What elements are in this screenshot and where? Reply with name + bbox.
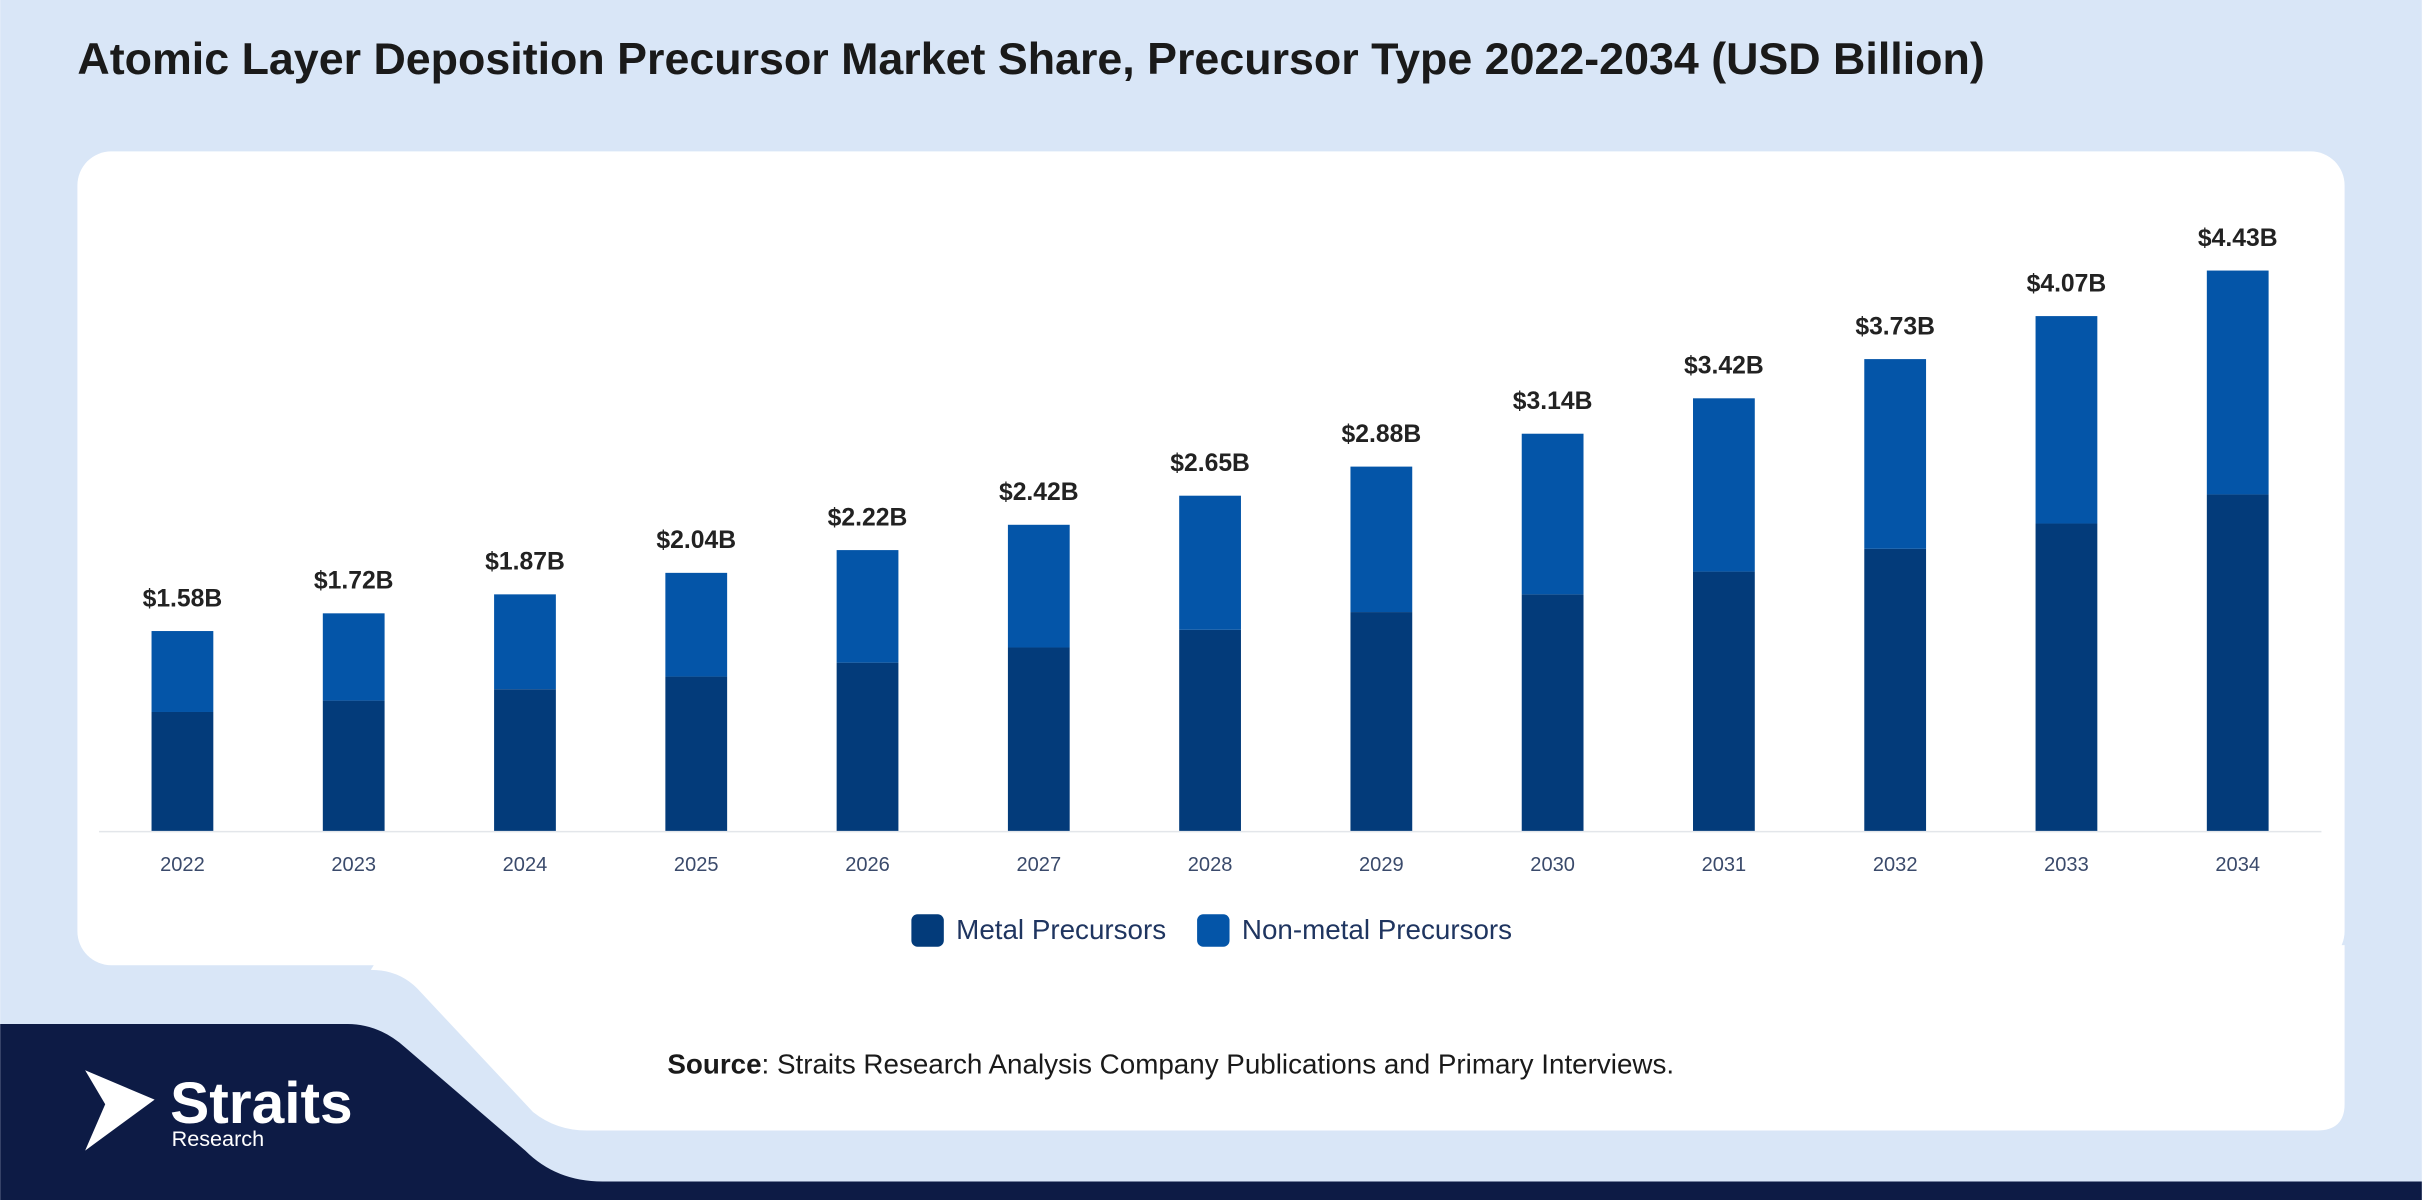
x-tick-label: 2034 <box>2215 854 2260 876</box>
brand: Straits <box>170 1071 353 1136</box>
bar-segment <box>2035 316 2098 524</box>
x-tick-label: 2023 <box>331 854 376 876</box>
bar-segment <box>1521 433 1584 595</box>
total-label: $2.88B <box>1342 421 1422 448</box>
x-tick-label: 2025 <box>674 854 719 876</box>
bar-segment <box>494 689 556 831</box>
bar-segment <box>1350 466 1413 613</box>
footer-band <box>0 1023 2422 1200</box>
x-tick-label: 2030 <box>1530 854 1575 876</box>
bar-segment <box>1521 594 1584 831</box>
x-tick-label: 2029 <box>1359 854 1404 876</box>
brand-sub: Research <box>172 1126 264 1151</box>
x-tick-label: 2028 <box>1188 854 1233 876</box>
total-label: $3.73B <box>1855 313 1935 340</box>
total-label: $3.14B <box>1513 388 1593 415</box>
x-tick-label: 2024 <box>503 854 548 876</box>
legend: Metal Precursors Non-metal Precursors <box>911 914 1512 947</box>
bar-segment <box>151 631 214 712</box>
bar-segment <box>1693 398 1755 572</box>
bar-segment <box>1179 495 1241 630</box>
total-label: $2.22B <box>828 504 908 531</box>
total-label: $1.72B <box>314 568 394 595</box>
x-tick-label: 2027 <box>1016 854 1061 876</box>
source-panel <box>370 945 2345 1131</box>
bar-segment <box>2206 270 2269 495</box>
bar-segment <box>1007 647 1070 831</box>
legend-label: Non-metal Precursors <box>1242 914 1512 945</box>
bar-segment <box>2035 523 2098 831</box>
total-label: $1.87B <box>485 549 565 576</box>
bar-segment <box>665 676 728 831</box>
bar-segment <box>494 594 556 690</box>
legend-swatch <box>1197 914 1230 947</box>
bar-segment <box>665 572 728 677</box>
x-tick-label: 2031 <box>1702 854 1747 876</box>
bar-segment <box>836 550 899 663</box>
x-tick-label: 2033 <box>2044 854 2089 876</box>
total-label: $2.65B <box>1170 450 1250 477</box>
legend-swatch <box>911 914 944 947</box>
source-text: : Straits Research Analysis Company Publ… <box>762 1048 1675 1079</box>
total-label: $2.04B <box>656 527 736 554</box>
bar-segment <box>151 711 214 831</box>
chart-title: Atomic Layer Deposition Precursor Market… <box>77 34 1984 84</box>
total-label: $1.58B <box>143 585 223 612</box>
source-label: Source <box>667 1048 761 1079</box>
bar-segment <box>1864 359 1927 549</box>
x-tick-label: 2022 <box>160 854 205 876</box>
bar-segment <box>836 662 899 831</box>
legend-label: Metal Precursors <box>956 914 1166 945</box>
total-label: $3.42B <box>1684 353 1764 380</box>
bar-segment <box>1350 612 1413 831</box>
bar-segment <box>1007 524 1070 648</box>
source: Source: Straits Research Analysis Compan… <box>667 1048 1674 1079</box>
bar-segment <box>1693 571 1755 831</box>
bar-segment <box>322 613 385 701</box>
x-tick-label: 2032 <box>1873 854 1918 876</box>
total-label: $4.43B <box>2198 225 2278 252</box>
bar-segment <box>322 700 385 831</box>
total-label: $4.07B <box>2027 270 2107 297</box>
bar-segment <box>1179 629 1241 831</box>
x-tick-label: 2026 <box>845 854 890 876</box>
logo-icon <box>85 1070 155 1151</box>
bar-segment <box>1864 548 1927 831</box>
bar-segment <box>2206 494 2269 831</box>
total-label: $2.42B <box>999 479 1079 506</box>
